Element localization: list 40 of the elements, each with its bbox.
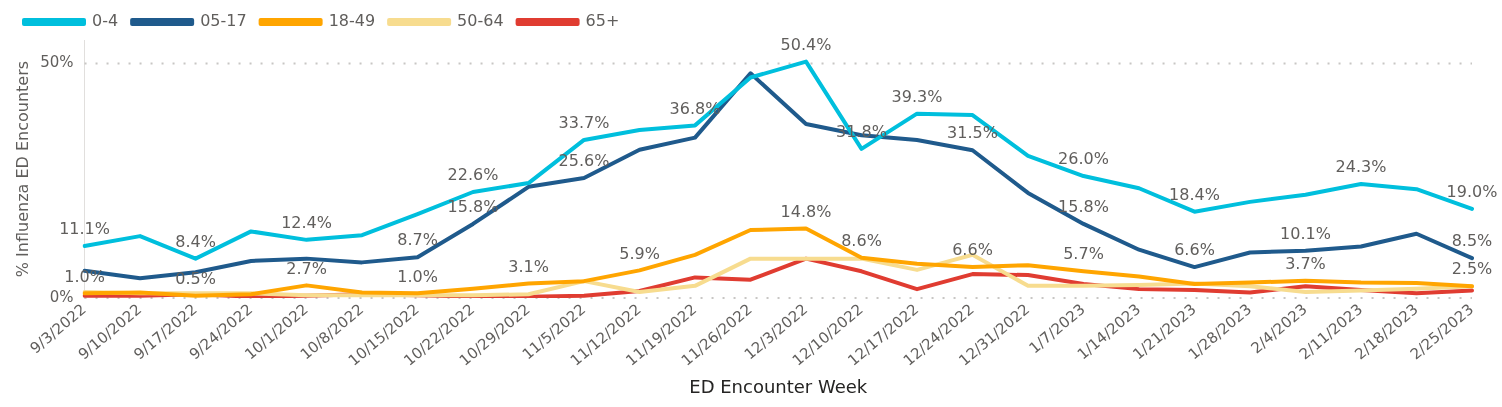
legend-label: 65+ [585,11,620,31]
data-label: 3.7% [1285,253,1326,273]
y-tick-label: 50% [40,53,74,72]
y-axis-title: % Influenza ED Encounters [12,60,32,278]
data-label: 22.6% [447,165,499,185]
data-label: 10.1% [1280,223,1331,243]
y-tick-label: 0% [49,287,74,306]
data-label: 1.0% [64,266,105,286]
x-axis-title: ED Encounter Week [689,375,868,397]
data-label: 6.6% [952,240,993,260]
data-label: 14.8% [780,201,832,221]
data-label: 8.4% [175,231,216,251]
data-label: 25.6% [558,151,610,171]
data-label: 6.6% [1174,240,1215,260]
data-label: 15.8% [1058,197,1109,217]
data-label: 5.7% [1063,244,1104,264]
data-label: 8.5% [1451,231,1493,251]
data-label: 2.7% [286,258,327,278]
data-label: 3.1% [508,256,549,276]
data-label: 31.5% [947,123,998,143]
data-label: 26.0% [1058,149,1109,169]
legend-label: 0-4 [92,11,119,31]
data-label: 8.6% [841,230,882,250]
data-label: 39.3% [891,86,943,106]
data-label: 2.5% [1451,259,1493,279]
data-label: 8.7% [397,230,438,250]
data-label: 50.4% [780,34,832,54]
data-label: 18.4% [1169,184,1220,204]
legend-label: 18-49 [328,11,376,31]
data-label: 5.9% [619,243,660,263]
data-label: 0.5% [175,268,216,288]
data-label: 24.3% [1335,157,1387,177]
data-label: 33.7% [558,113,610,133]
data-label: 11.1% [59,219,110,239]
legend-label: 05-17 [200,11,247,31]
data-label: 15.8% [447,197,499,217]
data-label: 1.0% [397,266,438,286]
data-label: 19.0% [1446,182,1498,202]
legend-label: 50-64 [457,11,504,31]
data-label: 12.4% [281,213,332,233]
